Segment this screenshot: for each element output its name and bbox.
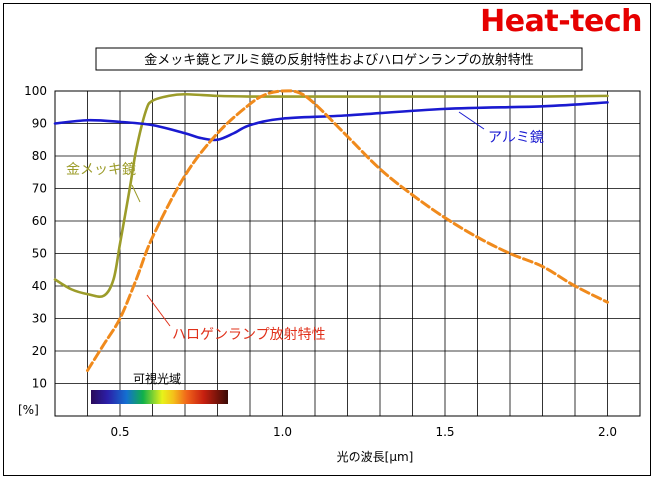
aluminum-series-label: アルミ鏡 — [488, 130, 544, 146]
gold-annotation-arrow — [131, 184, 141, 203]
y-tick-label: 60 — [32, 214, 47, 228]
gold-series-label: 金メッキ鏡 — [66, 162, 136, 178]
y-tick-label: 70 — [32, 182, 47, 196]
halogen-annotation-arrow — [146, 294, 171, 327]
x-tick-label: 1.0 — [273, 425, 292, 439]
series-line-2 — [53, 101, 609, 142]
y-tick-labels: 10 20 30 40 50 60 70 80 90 100 — [24, 84, 47, 391]
y-tick-label: 100 — [24, 84, 47, 98]
series-line-3 — [86, 89, 609, 372]
chart-title: 金メッキ鏡とアルミ鏡の反射特性およびハロゲンランプの放射特性 — [144, 52, 533, 68]
y-tick-label: 10 — [32, 377, 47, 391]
brand-logo: Heat-tech — [480, 4, 642, 39]
y-axis-label: [%] — [18, 403, 39, 417]
halogen-series-label: ハロゲンランプ放射特性 — [172, 327, 326, 343]
y-tick-label: 40 — [32, 279, 47, 293]
y-tick-label: 20 — [32, 344, 47, 358]
y-tick-label: 80 — [32, 149, 47, 163]
y-tick-label: 50 — [32, 247, 47, 261]
series-line-1 — [53, 92, 609, 298]
y-tick-label: 30 — [32, 312, 47, 326]
x-tick-label: 0.5 — [110, 425, 129, 439]
series-group — [53, 89, 609, 372]
y-tick-label: 90 — [32, 117, 47, 131]
aluminum-annotation-arrow — [458, 111, 485, 130]
x-tick-label: 1.5 — [435, 425, 454, 439]
title-box — [95, 47, 583, 71]
x-tick-label: 2.0 — [598, 425, 617, 439]
visible-spectrum-bar — [91, 390, 228, 404]
x-tick-labels: 0.5 1.0 1.5 2.0 — [110, 425, 617, 439]
x-axis-label: 光の波長[μm] — [337, 450, 414, 464]
grid — [55, 91, 640, 416]
visible-band-label: 可視光域 — [133, 371, 181, 386]
